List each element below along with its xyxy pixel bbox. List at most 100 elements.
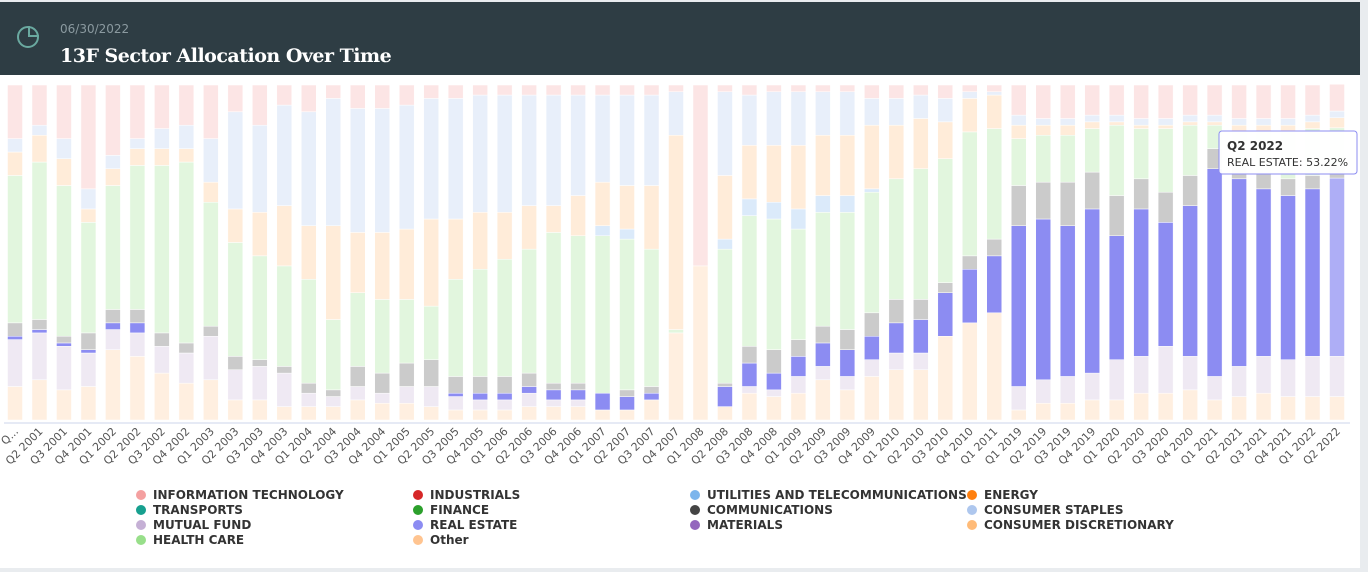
legend-marker (690, 490, 700, 500)
bar-segment (815, 135, 831, 196)
bar-segment (1304, 396, 1321, 421)
bar-segment (423, 386, 439, 407)
bar-segment (56, 389, 72, 421)
bar-segment (1157, 191, 1174, 223)
bar-segment (203, 379, 219, 421)
bar-segment (1280, 359, 1296, 397)
bar-segment (252, 399, 268, 421)
bar-segment (178, 342, 195, 354)
bar-segment (815, 212, 831, 327)
bar-segment (643, 399, 660, 421)
bar-segment (888, 124, 905, 180)
bar-segment (594, 84, 611, 96)
bar-segment (594, 392, 611, 411)
bar-segment (1035, 135, 1051, 183)
bar-segment (1157, 84, 1174, 119)
legend-label: COMMUNICATIONS (707, 503, 833, 517)
legend-label: CONSUMER STAPLES (984, 503, 1123, 517)
bar-segment (1206, 168, 1223, 377)
bar-segment (913, 84, 929, 96)
bar-segment (594, 235, 611, 394)
bar-segment (276, 406, 293, 421)
bar-segment (252, 359, 268, 367)
bar-segment (864, 376, 880, 421)
bar-segment (129, 356, 146, 421)
bar-segment (619, 228, 635, 240)
bar-segment (447, 392, 464, 397)
bar-segment (398, 403, 415, 421)
bar-segment (1304, 175, 1321, 190)
bar-segment (1206, 399, 1223, 421)
bar-segment (325, 98, 342, 226)
bar-segment (1035, 218, 1051, 381)
bar-segment (227, 399, 244, 421)
bar-segment (56, 185, 72, 337)
bar-segment (496, 399, 513, 411)
bar-segment (619, 238, 635, 391)
bar-segment (545, 232, 562, 384)
bar-segment (7, 386, 23, 421)
bar-segment (178, 352, 195, 384)
bar-segment (129, 322, 146, 334)
bar-segment (937, 98, 954, 123)
bar-segment (741, 84, 758, 96)
bar-segment (472, 212, 488, 270)
bar-segment (766, 202, 782, 220)
bar-segment (815, 84, 831, 92)
bar-segment (986, 94, 1003, 129)
bar-segment (398, 386, 415, 404)
bar-segment (154, 332, 170, 347)
bar-segment (570, 389, 586, 401)
legend-marker (136, 520, 146, 530)
bar-segment (668, 329, 684, 334)
bar-segment (1206, 121, 1223, 126)
bar-segment (1084, 114, 1100, 123)
bar-segment (7, 336, 23, 340)
bar-segment (252, 84, 268, 126)
bar-segment (374, 392, 390, 404)
bar-segment (986, 255, 1003, 314)
bar-segment (447, 409, 464, 421)
bar-segment (741, 145, 758, 200)
bar-segment (1280, 195, 1296, 360)
bar-segment (398, 104, 415, 230)
bar-segment (1329, 110, 1345, 119)
bar-segment (741, 94, 758, 146)
legend-marker (413, 490, 423, 500)
bar-segment (815, 379, 831, 421)
bar-segment (1280, 178, 1296, 196)
bar-segment (423, 359, 439, 387)
bar-segment (766, 349, 782, 374)
bar-segment (570, 94, 586, 196)
bar-segment (1182, 205, 1198, 357)
bar-segment (766, 372, 782, 391)
bar-segment (349, 108, 366, 233)
bar-segment (325, 396, 342, 407)
bar-segment (962, 269, 978, 324)
bar-segment (325, 319, 342, 391)
bar-segment (252, 366, 268, 401)
bar-segment (815, 195, 831, 213)
bar-segment (227, 356, 244, 371)
bar-segment (913, 94, 929, 119)
bar-segment (1280, 84, 1296, 119)
bar-segment (1231, 366, 1247, 397)
bar-segment (325, 225, 342, 320)
bar-segment (398, 362, 415, 387)
bar-segment (129, 165, 146, 310)
bar-segment (888, 299, 905, 324)
bar-segment (913, 168, 929, 300)
bar-segment (986, 84, 1003, 92)
bar-segment (301, 406, 317, 421)
bar-segment (1304, 84, 1321, 116)
bar-segment (80, 222, 97, 334)
legend-label: INDUSTRIALS (430, 488, 520, 502)
bar-segment (105, 168, 121, 186)
bar-segment (31, 329, 48, 334)
bar-segment (913, 319, 929, 354)
bar-segment (178, 161, 195, 344)
bar-segment (594, 181, 611, 226)
bar-segment (815, 325, 831, 344)
bar-segment (1182, 114, 1198, 123)
